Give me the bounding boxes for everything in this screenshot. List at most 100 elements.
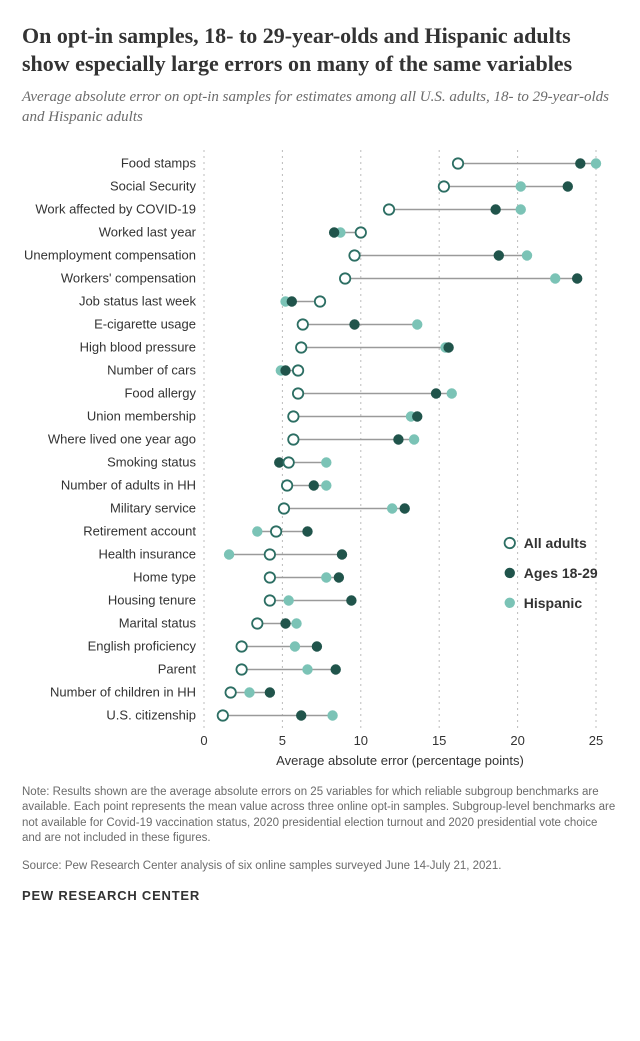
marker-ages-18-29 [494, 250, 504, 260]
marker-ages-18-29 [400, 503, 410, 513]
marker-ages-18-29 [337, 549, 347, 559]
x-tick-label: 15 [432, 733, 446, 748]
legend-marker-all-adults [505, 537, 515, 547]
footer-brand: PEW RESEARCH CENTER [22, 888, 618, 903]
marker-hispanic [447, 388, 457, 398]
marker-hispanic [224, 549, 234, 559]
row-label: Unemployment compensation [24, 247, 196, 262]
marker-hispanic [327, 710, 337, 720]
marker-all-adults [453, 158, 463, 168]
marker-hispanic [302, 664, 312, 674]
legend-marker-hispanic [505, 597, 515, 607]
marker-hispanic [591, 158, 601, 168]
marker-all-adults [225, 687, 235, 697]
chart-area: 0510152025Average absolute error (percen… [22, 142, 618, 773]
x-tick-label: 20 [510, 733, 524, 748]
marker-ages-18-29 [309, 480, 319, 490]
row-label: Military service [110, 500, 196, 515]
row-label: Worked last year [99, 224, 197, 239]
marker-ages-18-29 [572, 273, 582, 283]
marker-ages-18-29 [346, 595, 356, 605]
marker-all-adults [356, 227, 366, 237]
row-label: E-cigarette usage [94, 316, 196, 331]
row-label: Work affected by COVID-19 [35, 201, 196, 216]
marker-hispanic [283, 595, 293, 605]
marker-ages-18-29 [431, 388, 441, 398]
marker-all-adults [279, 503, 289, 513]
marker-all-adults [340, 273, 350, 283]
row-label: Union membership [87, 408, 196, 423]
marker-all-adults [384, 204, 394, 214]
marker-ages-18-29 [331, 664, 341, 674]
marker-all-adults [218, 710, 228, 720]
marker-ages-18-29 [490, 204, 500, 214]
marker-ages-18-29 [575, 158, 585, 168]
x-tick-label: 0 [200, 733, 207, 748]
row-label: Food stamps [121, 155, 197, 170]
marker-all-adults [296, 342, 306, 352]
chart-subtitle: Average absolute error on opt-in samples… [22, 87, 618, 128]
marker-all-adults [265, 572, 275, 582]
marker-hispanic [516, 181, 526, 191]
marker-hispanic [387, 503, 397, 513]
marker-hispanic [522, 250, 532, 260]
row-label: Marital status [119, 615, 197, 630]
chart-source: Source: Pew Research Center analysis of … [22, 859, 618, 875]
x-tick-label: 5 [279, 733, 286, 748]
row-label: Where lived one year ago [48, 431, 196, 446]
marker-all-adults [265, 549, 275, 559]
row-label: Number of cars [107, 362, 196, 377]
marker-hispanic [244, 687, 254, 697]
legend-label-ages-18-29: Ages 18-29 [524, 564, 598, 580]
marker-ages-18-29 [349, 319, 359, 329]
row-label: Home type [133, 569, 196, 584]
row-label: Parent [158, 661, 197, 676]
dot-range-chart: 0510152025Average absolute error (percen… [22, 142, 618, 773]
marker-ages-18-29 [302, 526, 312, 536]
marker-hispanic [321, 457, 331, 467]
row-label: U.S. citizenship [106, 707, 196, 722]
marker-all-adults [236, 641, 246, 651]
row-label: Retirement account [83, 523, 196, 538]
marker-hispanic [516, 204, 526, 214]
marker-hispanic [550, 273, 560, 283]
marker-hispanic [290, 641, 300, 651]
row-label: High blood pressure [80, 339, 196, 354]
row-label: English proficiency [88, 638, 197, 653]
marker-ages-18-29 [312, 641, 322, 651]
row-label: Health insurance [98, 546, 196, 561]
row-label: Smoking status [107, 454, 196, 469]
row-label: Number of children in HH [50, 684, 196, 699]
marker-all-adults [298, 319, 308, 329]
legend-label-all-adults: All adults [524, 535, 587, 551]
marker-ages-18-29 [563, 181, 573, 191]
marker-ages-18-29 [265, 687, 275, 697]
marker-hispanic [321, 480, 331, 490]
marker-all-adults [236, 664, 246, 674]
marker-all-adults [349, 250, 359, 260]
marker-hispanic [252, 526, 262, 536]
marker-all-adults [288, 411, 298, 421]
marker-ages-18-29 [334, 572, 344, 582]
chart-title: On opt-in samples, 18- to 29-year-olds a… [22, 22, 618, 77]
row-label: Job status last week [79, 293, 197, 308]
marker-all-adults [265, 595, 275, 605]
marker-all-adults [293, 365, 303, 375]
marker-all-adults [439, 181, 449, 191]
marker-all-adults [288, 434, 298, 444]
marker-hispanic [409, 434, 419, 444]
marker-ages-18-29 [280, 365, 290, 375]
marker-all-adults [293, 388, 303, 398]
marker-all-adults [315, 296, 325, 306]
marker-ages-18-29 [296, 710, 306, 720]
row-label: Social Security [110, 178, 196, 193]
marker-all-adults [282, 480, 292, 490]
marker-hispanic [291, 618, 301, 628]
x-axis-title: Average absolute error (percentage point… [276, 753, 524, 768]
marker-ages-18-29 [412, 411, 422, 421]
legend-label-hispanic: Hispanic [524, 594, 583, 610]
marker-all-adults [283, 457, 293, 467]
row-label: Food allergy [124, 385, 196, 400]
marker-ages-18-29 [329, 227, 339, 237]
row-label: Workers' compensation [61, 270, 196, 285]
